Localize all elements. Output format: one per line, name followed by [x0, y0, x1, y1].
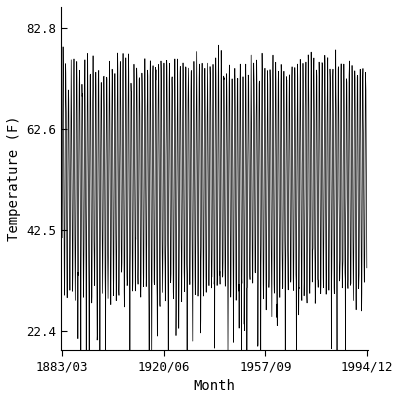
Y-axis label: Temperature (F): Temperature (F) [7, 116, 21, 241]
X-axis label: Month: Month [194, 379, 236, 393]
